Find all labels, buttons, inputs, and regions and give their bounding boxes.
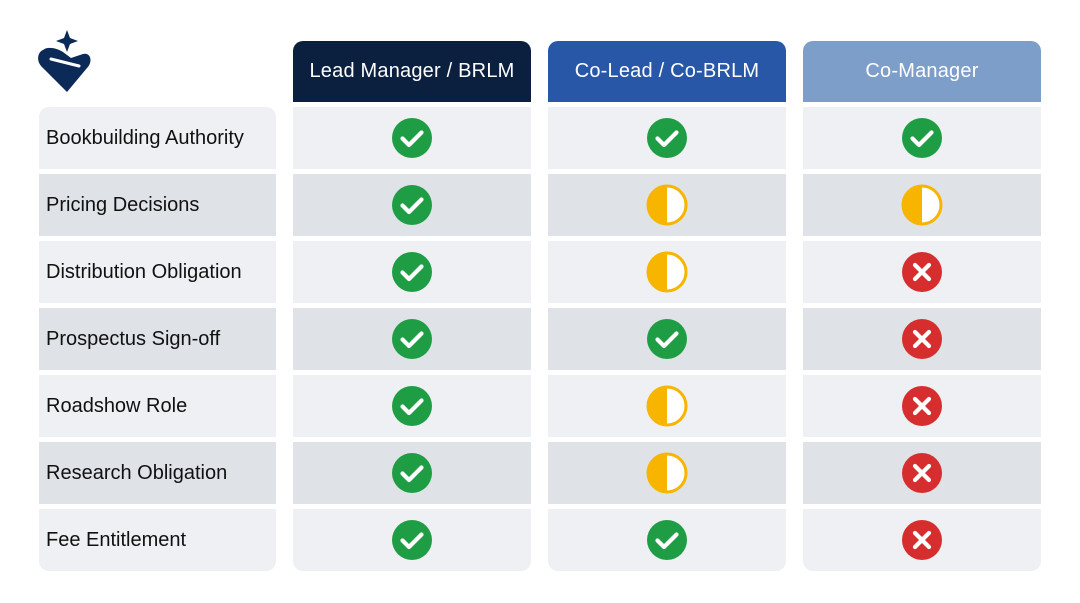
cell-co-lead: [548, 174, 786, 236]
cell-lead-manager: [293, 174, 531, 236]
cross-icon: [901, 385, 943, 427]
cell-lead-manager: [293, 308, 531, 370]
half-icon: [646, 184, 688, 226]
check-icon: [391, 452, 433, 494]
row-label: Distribution Obligation: [39, 241, 276, 303]
half-icon: [646, 385, 688, 427]
half-icon: [901, 184, 943, 226]
cell-co-manager: [803, 107, 1041, 169]
cell-co-manager: [803, 308, 1041, 370]
check-icon: [391, 519, 433, 561]
column-header-lead-manager: Lead Manager / BRLM: [293, 41, 531, 102]
cell-co-lead: [548, 241, 786, 303]
brand-logo-icon: [38, 30, 91, 92]
column-header-co-lead: Co-Lead / Co-BRLM: [548, 41, 786, 102]
table-row: Roadshow Role: [39, 375, 1041, 437]
check-icon: [391, 251, 433, 293]
table-row: Bookbuilding Authority: [39, 107, 1041, 169]
cell-lead-manager: [293, 442, 531, 504]
table-row: Distribution Obligation: [39, 241, 1041, 303]
check-icon: [391, 318, 433, 360]
cross-icon: [901, 318, 943, 360]
row-label: Pricing Decisions: [39, 174, 276, 236]
table-row: Prospectus Sign-off: [39, 308, 1041, 370]
cell-lead-manager: [293, 241, 531, 303]
table-row: Pricing Decisions: [39, 174, 1041, 236]
table-row: Research Obligation: [39, 442, 1041, 504]
cross-icon: [901, 452, 943, 494]
row-label: Fee Entitlement: [39, 509, 276, 571]
cell-co-manager: [803, 241, 1041, 303]
half-icon: [646, 251, 688, 293]
check-icon: [646, 519, 688, 561]
check-icon: [391, 117, 433, 159]
cell-co-manager: [803, 442, 1041, 504]
table-row: Fee Entitlement: [39, 509, 1041, 571]
cell-co-lead: [548, 308, 786, 370]
row-label: Prospectus Sign-off: [39, 308, 276, 370]
cross-icon: [901, 519, 943, 561]
check-icon: [646, 318, 688, 360]
cell-co-lead: [548, 107, 786, 169]
check-icon: [391, 385, 433, 427]
cell-lead-manager: [293, 107, 531, 169]
cell-co-manager: [803, 509, 1041, 571]
check-icon: [901, 117, 943, 159]
half-icon: [646, 452, 688, 494]
cell-lead-manager: [293, 375, 531, 437]
row-label: Research Obligation: [39, 442, 276, 504]
row-label: Roadshow Role: [39, 375, 276, 437]
cross-icon: [901, 251, 943, 293]
cell-co-manager: [803, 375, 1041, 437]
check-icon: [391, 184, 433, 226]
column-header-co-manager: Co-Manager: [803, 41, 1041, 102]
cell-co-lead: [548, 442, 786, 504]
cell-lead-manager: [293, 509, 531, 571]
row-label: Bookbuilding Authority: [39, 107, 276, 169]
cell-co-lead: [548, 509, 786, 571]
check-icon: [646, 117, 688, 159]
cell-co-lead: [548, 375, 786, 437]
comparison-rows: Bookbuilding Authority Pricing Decisions D…: [39, 107, 1041, 576]
cell-co-manager: [803, 174, 1041, 236]
